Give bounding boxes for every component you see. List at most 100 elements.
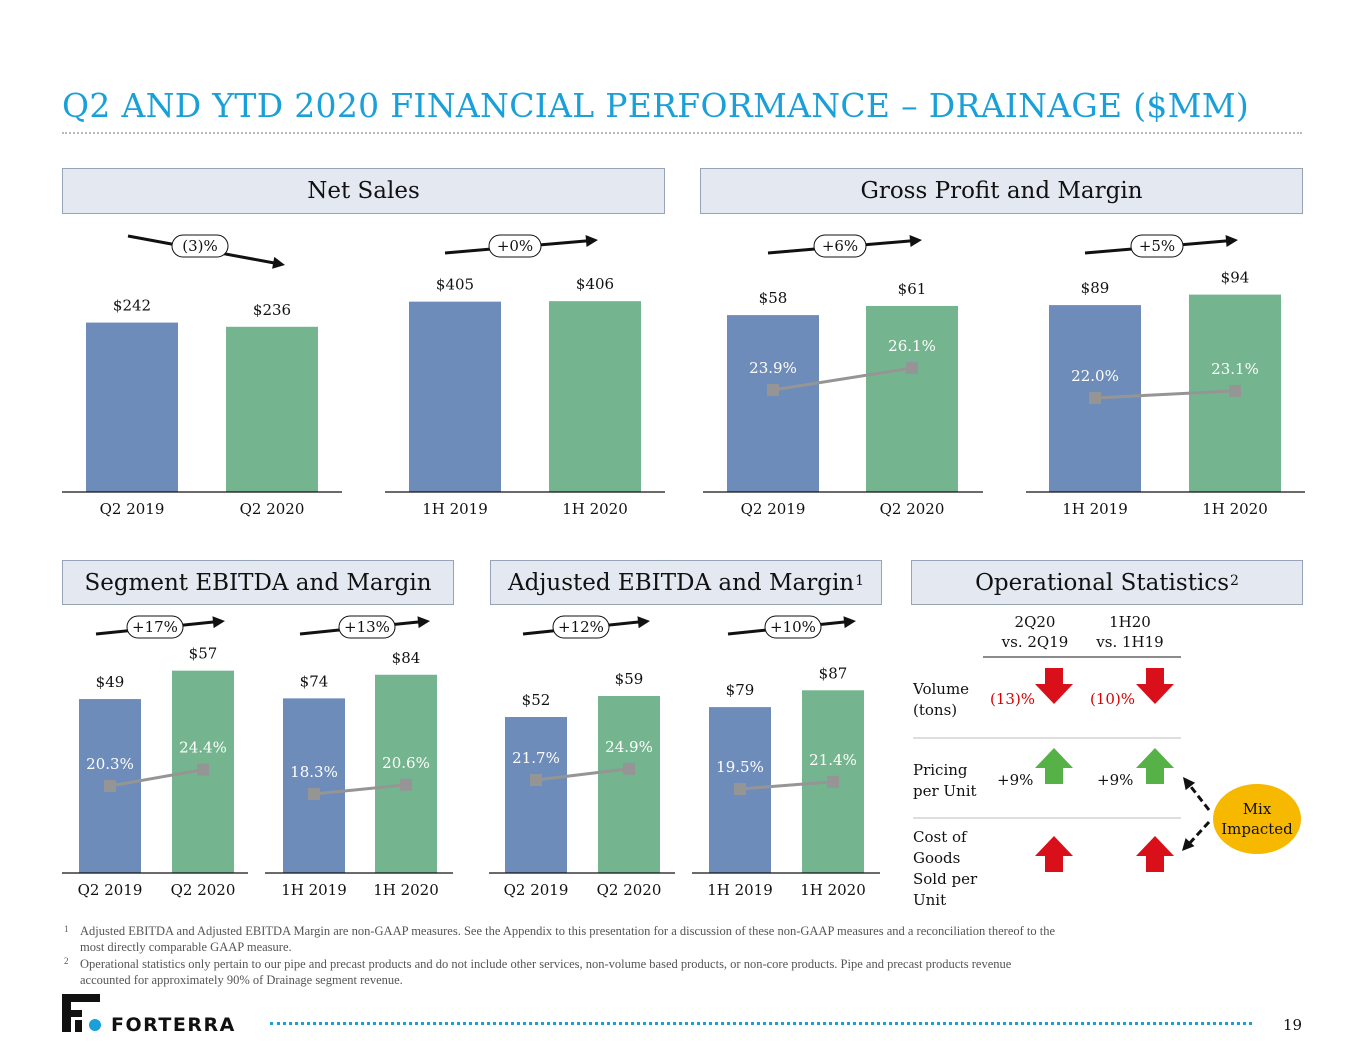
chart3-bar-1 <box>727 315 819 492</box>
chart3-margin-marker-1 <box>767 384 779 396</box>
chart5-category-label-1: Q2 2019 <box>78 881 143 899</box>
footnote-2: Operational statistics only pertain to o… <box>80 956 1011 988</box>
chart5-value-label-1: $49 <box>96 673 125 691</box>
mix-impacted-badge: Mix Impacted <box>1213 784 1301 854</box>
ops-cogs-line2: Goods <box>913 849 961 867</box>
ops-volume-line2: (tons) <box>913 701 958 719</box>
chart7-change-label: +12% <box>558 618 604 636</box>
chart4-trend-arrow-icon <box>1225 235 1238 247</box>
chart2-category-label-2: 1H 2020 <box>562 500 628 518</box>
ops-col1-line2: vs. 2Q19 <box>1001 633 1069 651</box>
chart7-category-label-2: Q2 2020 <box>597 881 662 899</box>
segment-ebitda-header: Segment EBITDA and Margin <box>62 560 454 605</box>
ops-col1-header: 2Q20 vs. 2Q19 <box>995 612 1075 652</box>
forterra-logo-icon <box>62 994 101 1032</box>
chart2-bar-1 <box>409 301 501 492</box>
ops-pricing-line1: Pricing <box>913 761 968 779</box>
chart3-value-label-2: $61 <box>898 280 927 298</box>
chart2-change-label: +0% <box>497 237 533 255</box>
cogs-q2-up-arrow-icon <box>1035 836 1073 872</box>
net-sales-header: Net Sales <box>62 168 665 214</box>
chart8-change-label: +10% <box>770 618 816 636</box>
footnote-ref-1: 1 <box>855 572 865 589</box>
chart2-value-label-2: $406 <box>576 275 614 293</box>
chart3-margin-label-2: 26.1% <box>888 337 936 355</box>
chart7-category-label-1: Q2 2019 <box>504 881 569 899</box>
chart6-margin-line <box>313 783 407 796</box>
chart2-value-label-1: $405 <box>436 276 474 294</box>
chart3-margin-marker-2 <box>906 362 918 374</box>
chart3-category-label-2: Q2 2020 <box>880 500 945 518</box>
page-number: 19 <box>1283 1016 1303 1034</box>
chart7-margin-label-2: 24.9% <box>605 738 653 756</box>
footnote-1-line1: Adjusted EBITDA and Adjusted EBITDA Marg… <box>80 924 1056 938</box>
segment-ebitda-header-label: Segment EBITDA and Margin <box>84 569 432 596</box>
chart4-margin-line <box>1094 389 1236 400</box>
chart7-margin-label-1: 21.7% <box>512 749 560 767</box>
chart4-value-label-1: $89 <box>1081 279 1110 297</box>
footnote-ref-2: 2 <box>1230 572 1239 589</box>
chart6-bar-1 <box>283 698 345 873</box>
ops-cogs-line1: Cost of <box>913 828 967 846</box>
ops-cogs-line3: Sold per <box>913 870 978 888</box>
chart6-trend-arrow-icon <box>417 616 430 629</box>
chart2-trend-arrow-icon <box>585 235 598 247</box>
chart6-category-label-2: 1H 2020 <box>373 881 439 899</box>
page-title: Q2 AND YTD 2020 FINANCIAL PERFORMANCE – … <box>62 86 1250 125</box>
title-divider <box>62 132 1302 134</box>
chart7-margin-marker-2 <box>623 762 635 775</box>
chart1-change-pill <box>171 234 229 258</box>
chart8-margin-line <box>739 780 834 791</box>
gross-profit-header: Gross Profit and Margin <box>700 168 1303 214</box>
chart7-value-label-1: $52 <box>522 691 551 709</box>
operational-stats-header: Operational Statistics 2 <box>911 560 1303 605</box>
chart7-change-pill <box>552 615 610 639</box>
chart5-change-pill <box>126 615 184 639</box>
chart5-value-label-2: $57 <box>189 645 218 663</box>
chart4-margin-label-1: 22.0% <box>1071 367 1119 385</box>
chart3-change-pill <box>813 234 867 258</box>
adjusted-ebitda-header: Adjusted EBITDA and Margin 1 <box>490 560 882 605</box>
chart8-change-pill <box>764 615 822 639</box>
volume-1h-down-arrow-icon <box>1136 668 1174 704</box>
footnote-1-number: 1 <box>64 924 69 934</box>
chart1-category-label-1: Q2 2019 <box>100 500 165 518</box>
chart1-value-label-1: $242 <box>113 297 151 315</box>
chart5-margin-label-2: 24.4% <box>179 739 227 757</box>
ops-pricing-line2: per Unit <box>913 782 977 800</box>
mix-connector-up <box>1186 782 1211 811</box>
pricing-q2-up-arrow-icon <box>1035 748 1073 784</box>
chart4-category-label-1: 1H 2019 <box>1062 500 1128 518</box>
chart4-margin-label-2: 23.1% <box>1211 360 1259 378</box>
mix-badge-line1: Mix <box>1242 800 1272 818</box>
ops-volume-1h-value: (10)% <box>1090 690 1136 708</box>
chart6-change-label: +13% <box>344 618 390 636</box>
footnote-2-line1: Operational statistics only pertain to o… <box>80 957 1012 971</box>
ops-pricing-q2-value: +9% <box>997 771 1034 789</box>
chart7-margin-line <box>535 767 630 782</box>
footnote-1-line2: most directly comparable GAAP measure. <box>80 940 292 954</box>
mix-connector-up-arrow-icon <box>1183 777 1196 791</box>
chart6-bar-2 <box>375 674 437 873</box>
chart4-change-pill <box>1130 234 1184 258</box>
chart6-margin-marker-1 <box>308 788 320 800</box>
footnote-1: Adjusted EBITDA and Adjusted EBITDA Marg… <box>80 923 1055 955</box>
footnote-2-number: 2 <box>64 956 69 966</box>
ops-volume-line1: Volume <box>913 680 970 698</box>
chart8-category-label-2: 1H 2020 <box>800 881 866 899</box>
chart4-margin-marker-1 <box>1089 392 1101 404</box>
footer-divider <box>270 1022 1252 1025</box>
chart3-category-label-1: Q2 2019 <box>741 500 806 518</box>
chart6-value-label-2: $84 <box>392 649 421 667</box>
chart6-margin-label-2: 20.6% <box>382 754 430 772</box>
chart4-category-label-2: 1H 2020 <box>1202 500 1268 518</box>
chart1-bar-2 <box>226 326 318 492</box>
mix-badge-line2: Impacted <box>1221 820 1293 838</box>
chart7-bar-2 <box>598 696 660 873</box>
ops-row-volume-label: Volume (tons) <box>913 679 969 721</box>
chart3-bar-2 <box>866 305 958 492</box>
cogs-1h-up-arrow-icon <box>1136 836 1174 872</box>
ops-col2-line1: 1H20 <box>1109 613 1151 631</box>
chart8-margin-label-2: 21.4% <box>809 751 857 769</box>
